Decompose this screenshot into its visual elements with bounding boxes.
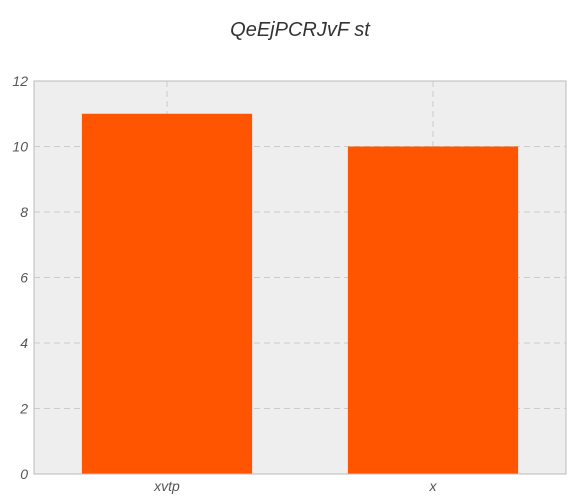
y-tick-label: 0	[20, 466, 28, 482]
x-tick-label: xvtp	[153, 478, 180, 494]
y-tick-label: 4	[20, 335, 28, 351]
y-tick-label: 12	[12, 73, 28, 89]
bar-xvtp	[81, 113, 253, 474]
y-tick-label: 6	[20, 270, 28, 286]
bar-x	[347, 146, 519, 474]
plot-frame	[33, 80, 567, 475]
y-tick-label: 8	[20, 204, 28, 220]
chart-title: QeEjPCRJvF st	[230, 19, 371, 41]
y-tick-label: 2	[19, 401, 28, 417]
x-tick-label: x	[429, 478, 438, 494]
y-tick-label: 10	[12, 139, 28, 155]
plot-area: 0 2 4 6 8 10 12 xvtp x	[12, 73, 567, 494]
